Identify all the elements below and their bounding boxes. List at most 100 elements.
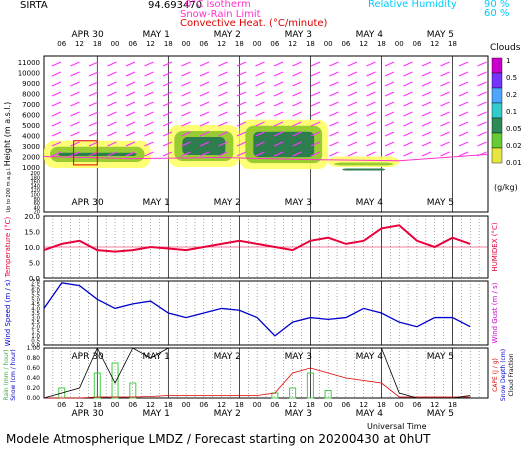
wind-arrow	[440, 61, 450, 67]
wind-arrow	[51, 131, 62, 137]
wind-arrow	[273, 111, 284, 117]
wind-arrow	[199, 141, 210, 147]
wind-arrow	[310, 151, 321, 157]
day-label-bottom: MAY 3	[285, 409, 312, 419]
footer-caption: Modele Atmospherique LMDZ / Forecast sta…	[6, 432, 431, 446]
wind-arrow	[144, 151, 154, 157]
wind-arrow	[51, 101, 62, 107]
wind-arrow	[181, 131, 191, 137]
hour-label-top: 18	[377, 40, 386, 48]
wind-arrow	[70, 141, 80, 147]
day-label-bottom: APR 30	[72, 409, 104, 419]
wind-arrow	[329, 141, 339, 147]
wind-arrow	[440, 101, 450, 107]
day-label-top: MAY 1	[143, 30, 170, 40]
wind-arrow	[255, 101, 265, 107]
wind-arrow	[421, 101, 432, 107]
cape-ylabel: CAPE (J / g)	[492, 358, 499, 392]
wind-arrow	[384, 101, 395, 107]
wind-arrow	[181, 81, 191, 87]
wind-arrow	[403, 101, 413, 107]
hour-label-bottom: 06	[341, 401, 350, 409]
temp-ylabel: Temperature (°C)	[4, 217, 12, 279]
wind-arrow	[366, 121, 376, 127]
wind-arrow	[218, 121, 228, 127]
height-tick-lower: 160	[30, 180, 40, 186]
cloud-ylabel: Height (m a.s.l.)	[3, 102, 12, 167]
wind-arrow	[421, 61, 432, 67]
cloud-day-label: MAY 5	[427, 198, 454, 208]
wind-arrow	[162, 111, 173, 117]
hour-label-top: 12	[359, 40, 368, 48]
wind-arrow	[292, 91, 302, 97]
wind-arrow	[236, 121, 247, 127]
hour-label-top: 12	[75, 40, 84, 48]
wind-arrow	[440, 111, 450, 117]
wind-arrow	[181, 151, 191, 157]
day-label-top: MAY 3	[285, 30, 312, 40]
wind-arrow	[162, 141, 173, 147]
wind-arrow	[181, 101, 191, 107]
x-axis-title: Universal Time	[367, 422, 427, 431]
precip-tick: 0.80	[27, 355, 41, 362]
wind-arrow	[440, 121, 450, 127]
wind-arrow	[421, 131, 432, 137]
height-tick-lower: 60	[34, 201, 40, 207]
cloud-fraction-line	[43, 347, 471, 399]
wind-arrow	[477, 141, 487, 147]
wind-arrow	[292, 121, 302, 127]
wind-arrow	[403, 91, 413, 97]
wind-arrow	[51, 61, 62, 67]
height-tick: 8000	[22, 91, 40, 99]
hour-label-top: 18	[448, 40, 457, 48]
wind-arrow	[88, 151, 99, 157]
wind-arrow	[107, 71, 117, 77]
height-tick: 5000	[22, 122, 40, 130]
wind-arrow	[199, 121, 210, 127]
colorbar-label: 0.01	[506, 159, 522, 167]
rain-bar	[306, 372, 314, 399]
wind-arrow	[181, 71, 191, 77]
wind-arrow	[329, 131, 339, 137]
wind-arrow	[255, 131, 265, 137]
wind-arrow	[477, 81, 487, 87]
colorbar-label: 0.5	[506, 74, 517, 82]
hour-label-top: 06	[57, 40, 66, 48]
hour-label-top: 00	[182, 40, 191, 48]
wind-arrow	[70, 151, 80, 157]
wind-arrow	[384, 131, 395, 137]
wind-arrow	[310, 121, 321, 127]
cloud-ylabel2: Up to 200 m a.g.l.	[6, 167, 12, 212]
precip-tick: 1.00	[27, 345, 41, 352]
wind-arrow	[458, 101, 469, 107]
wind-arrow	[144, 131, 154, 137]
wind-arrow	[70, 111, 80, 117]
wind-arrow	[88, 61, 99, 67]
wind-arrow	[162, 101, 173, 107]
cloud-day-label: MAY 4	[356, 198, 384, 208]
wind-arrow	[199, 91, 210, 97]
wind-arrow	[199, 81, 210, 87]
wind-arrow	[125, 141, 136, 147]
height-tick: 6000	[22, 112, 40, 120]
wind-arrow	[366, 101, 376, 107]
rh-high-legend: 90 %	[484, 0, 510, 10]
wind-arrow	[477, 91, 487, 97]
wind-arrow	[366, 91, 376, 97]
wind-arrow	[329, 101, 339, 107]
wind-arrow	[236, 101, 247, 107]
wind-arrow	[273, 141, 284, 147]
hour-label-top: 06	[199, 40, 208, 48]
wind-arrow	[440, 81, 450, 87]
height-tick: 2000	[22, 154, 40, 162]
wind-arrow	[310, 71, 321, 77]
wind-tick: 5.0	[31, 297, 40, 303]
hour-label-top: 00	[253, 40, 262, 48]
wind-arrow	[347, 121, 358, 127]
wind-arrow	[236, 111, 247, 117]
wind-arrow	[384, 141, 395, 147]
wind-arrow	[421, 81, 432, 87]
cloud-layer-core	[342, 168, 386, 171]
wind-arrow	[255, 91, 265, 97]
